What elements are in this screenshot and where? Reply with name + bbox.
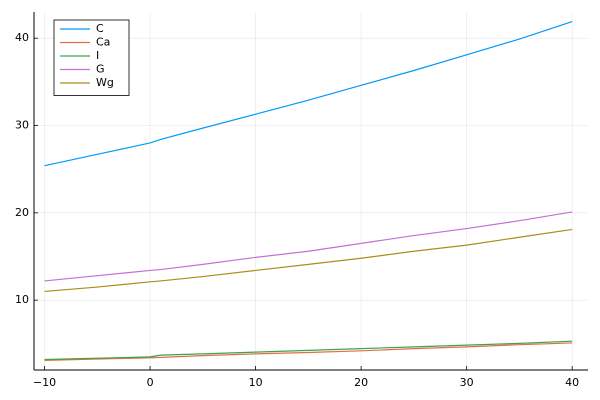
y-tick-label: 10	[15, 293, 29, 306]
x-tick-label: 0	[147, 376, 154, 389]
x-tick-label: 30	[460, 376, 474, 389]
series-line	[44, 211, 573, 282]
series-line	[44, 340, 573, 361]
legend-label: Wg	[96, 76, 114, 89]
series-line	[44, 228, 573, 293]
legend-box	[53, 19, 130, 96]
series-line	[44, 342, 573, 361]
y-tick-label: 20	[15, 206, 29, 219]
x-tick-label: 20	[354, 376, 368, 389]
legend-label: G	[96, 63, 105, 76]
x-tick-label: 10	[249, 376, 263, 389]
legend-label: C	[96, 22, 104, 35]
legend-label: Ca	[96, 36, 110, 49]
y-tick-label: 30	[15, 119, 29, 132]
x-tick-label: 40	[565, 376, 579, 389]
y-tick-label: 40	[15, 31, 29, 44]
x-tick-label: −10	[33, 376, 56, 389]
series-line	[44, 21, 573, 167]
legend-label: I	[96, 49, 99, 62]
